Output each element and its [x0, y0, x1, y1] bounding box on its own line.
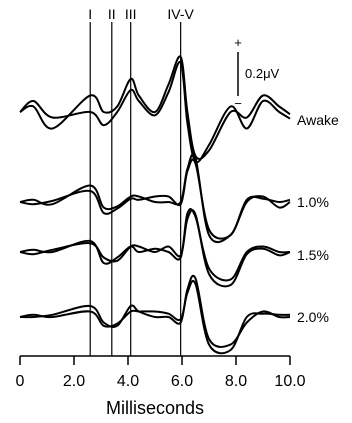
series-label: 1.0% — [297, 194, 329, 210]
x-tick-label: 0 — [16, 373, 25, 390]
series-label: Awake — [297, 112, 339, 128]
waveform-trace — [19, 153, 291, 244]
peak-marker-layer: I II III IV-V — [88, 6, 195, 356]
x-tick-label: 8.0 — [225, 373, 247, 390]
x-tick-label: 6.0 — [171, 373, 193, 390]
waveform-trace — [19, 274, 291, 348]
scale-bar-plus: + — [234, 35, 242, 50]
peak-marker-label: III — [125, 6, 137, 22]
peak-marker-label: IV-V — [167, 6, 194, 22]
series-label: 1.5% — [297, 247, 329, 263]
x-tick-layer: 0 2.0 4.0 6.0 8.0 10.0 — [16, 356, 306, 390]
waveform-trace — [19, 158, 291, 240]
x-axis: 0 2.0 4.0 6.0 8.0 10.0 Milliseconds — [16, 355, 306, 418]
peak-marker-label: I — [88, 6, 92, 22]
scale-bar-value: 0.2μV — [245, 66, 280, 81]
waveform-trace — [19, 279, 291, 355]
x-tick-label: 10.0 — [274, 373, 305, 390]
waveform-trace — [19, 55, 291, 160]
x-tick-label: 2.0 — [63, 373, 85, 390]
scale-bar-minus: − — [234, 96, 242, 111]
scale-bar: + − 0.2μV — [234, 35, 279, 111]
waveform-trace — [19, 60, 291, 164]
trace-layer — [19, 55, 291, 355]
series-label-layer: Awake 1.0% 1.5% 2.0% — [297, 112, 339, 325]
x-tick-label: 4.0 — [117, 373, 139, 390]
waveform-trace — [19, 208, 291, 282]
x-axis-label: Milliseconds — [106, 398, 204, 418]
waveform-trace — [19, 209, 291, 288]
peak-marker-label: II — [108, 6, 116, 22]
series-label: 2.0% — [297, 309, 329, 325]
